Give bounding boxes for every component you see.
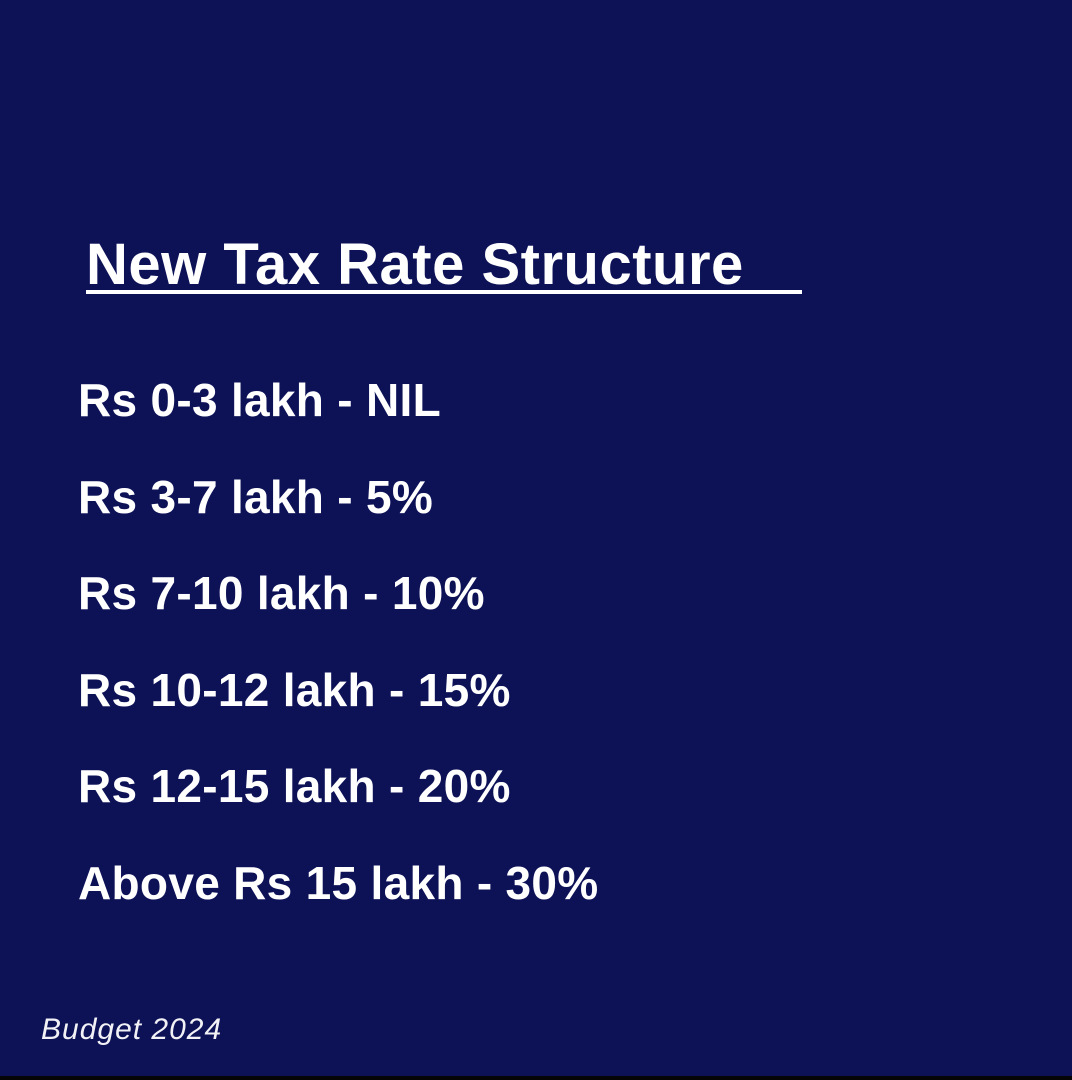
tax-slab-0-3-lakh: Rs 0-3 lakh - NIL <box>78 374 441 426</box>
title-underline <box>86 290 802 294</box>
tax-slab-3-7-lakh: Rs 3-7 lakh - 5% <box>78 470 434 523</box>
tax-rate-list: Rs 0-3 lakh - NIL Rs 3-7 lakh - 5% Rs 7-… <box>78 368 598 947</box>
footer-caption: Budget 2024 <box>41 1013 223 1046</box>
tax-slab-7-10-lakh: Rs 7-10 lakh - 10% <box>78 567 485 619</box>
tax-slab-above-15-lakh: Above Rs 15 lakh - 30% <box>78 856 599 909</box>
tax-slab-10-12-lakh: Rs 10-12 lakh - 15% <box>78 663 511 716</box>
tax-slab-12-15-lakh: Rs 12-15 lakh - 20% <box>78 760 511 812</box>
slide-title: New Tax Rate Structure <box>86 232 744 297</box>
bottom-edge-strip <box>0 1076 1072 1080</box>
